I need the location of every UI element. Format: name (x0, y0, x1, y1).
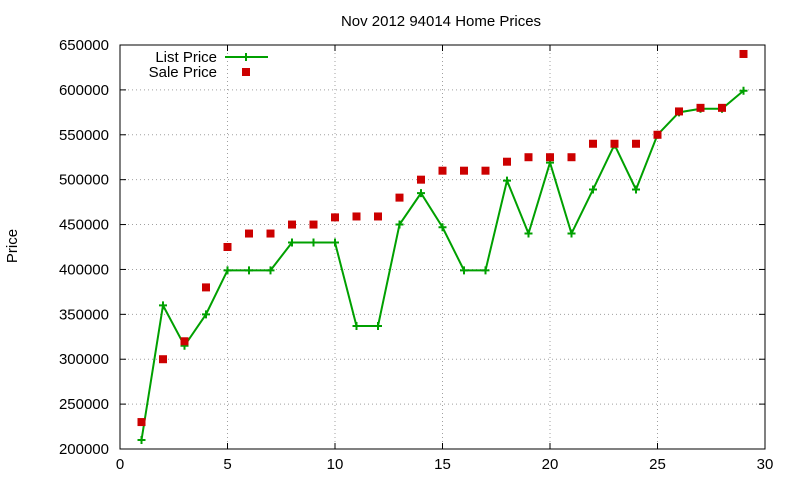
sale-price-point (460, 166, 468, 175)
sale-price-point (374, 212, 382, 221)
sale-price-point (632, 139, 640, 148)
sale-price-point (159, 355, 167, 364)
sale-price-point (653, 130, 662, 139)
sale-price-point (696, 103, 705, 112)
sale-price-point (503, 157, 511, 166)
sale-price-point (223, 243, 232, 251)
y-tick-label: 400000 (59, 261, 109, 278)
list-price-point (202, 310, 210, 319)
y-tick-label: 500000 (59, 172, 109, 189)
list-price-point (266, 266, 275, 275)
list-price-point (395, 220, 404, 229)
sale-price-point (202, 283, 210, 292)
x-tick-label: 10 (327, 456, 344, 473)
legend-marker-sale-price (242, 68, 250, 76)
list-price-point (245, 266, 253, 275)
y-tick-label: 450000 (59, 217, 109, 234)
sale-price-point (718, 103, 726, 112)
list-price-point (503, 176, 511, 185)
y-tick-label: 200000 (59, 441, 109, 458)
x-tick-label: 15 (434, 456, 451, 473)
list-price-point (309, 238, 318, 247)
list-price-point (374, 322, 382, 331)
y-axis-label: Price (4, 229, 21, 263)
list-price-point (739, 86, 748, 95)
list-price-point (589, 185, 597, 194)
sale-price-point (675, 107, 683, 116)
y-tick-label: 250000 (59, 396, 109, 413)
sale-price-point (589, 139, 597, 148)
y-tick-label: 300000 (59, 351, 109, 368)
sale-price-point (395, 193, 404, 202)
chart-title: Nov 2012 94014 Home Prices (341, 13, 541, 30)
list-price-point (481, 266, 490, 275)
sale-price-point (245, 229, 253, 238)
sale-price-point (481, 166, 490, 175)
sale-price-point (137, 418, 146, 427)
sale-price-point (417, 175, 425, 184)
list-price-point (438, 223, 447, 232)
list-price-point (223, 266, 232, 275)
list-price-point (632, 185, 640, 194)
y-tick-label: 350000 (59, 306, 109, 323)
x-tick-label: 0 (116, 456, 124, 473)
legend-label-sale-price: Sale Price (149, 64, 217, 81)
axes: 200000 250000 300000 350000 400000 450000 5000… (59, 37, 773, 473)
sale-price-point (546, 153, 554, 162)
grid (120, 45, 765, 449)
list-price-point (567, 229, 576, 238)
list-price-point (331, 238, 339, 247)
x-tick-label: 5 (223, 456, 231, 473)
sale-price-point (567, 153, 576, 162)
legend: List Price Sale Price (149, 49, 268, 81)
list-price-point (417, 189, 425, 198)
sale-price-point (739, 49, 748, 58)
list-price-point (524, 229, 533, 238)
sale-price-point (309, 220, 318, 229)
x-tick-label: 25 (649, 456, 666, 473)
x-tick-label: 20 (542, 456, 559, 473)
y-tick-label: 600000 (59, 82, 109, 99)
series-layer (137, 49, 748, 445)
x-tick-label: 30 (757, 456, 774, 473)
sale-price-point (180, 337, 189, 346)
list-price-point (460, 266, 468, 275)
list-price-point (137, 436, 146, 445)
y-tick-label: 650000 (59, 37, 109, 54)
list-price-point (352, 322, 361, 331)
sale-price-point (266, 229, 275, 238)
sale-price-point (438, 166, 447, 175)
list-price-point (159, 301, 167, 310)
sale-price-point (524, 153, 533, 162)
sale-price-point (352, 212, 361, 221)
sale-price-point (331, 213, 339, 222)
sale-price-point (610, 139, 619, 148)
list-price-point (288, 238, 296, 247)
legend-marker-list-price (242, 53, 250, 61)
legend-label-list-price: List Price (155, 49, 217, 66)
sale-price-point (288, 220, 296, 229)
y-tick-label: 550000 (59, 127, 109, 144)
